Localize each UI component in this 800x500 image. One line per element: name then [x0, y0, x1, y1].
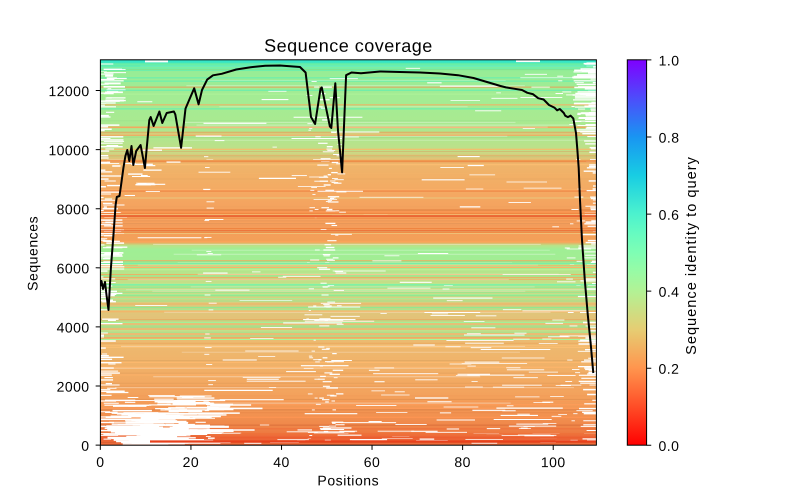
svg-text:100: 100: [541, 454, 566, 470]
svg-text:2000: 2000: [57, 379, 90, 395]
svg-text:12000: 12000: [48, 83, 89, 99]
svg-text:80: 80: [454, 454, 470, 470]
svg-text:0: 0: [81, 438, 89, 454]
svg-text:Sequence identity to query: Sequence identity to query: [684, 156, 700, 355]
svg-text:0.8: 0.8: [659, 130, 680, 146]
svg-text:Positions: Positions: [317, 472, 379, 488]
svg-text:0.6: 0.6: [659, 207, 680, 223]
svg-text:0.2: 0.2: [659, 361, 680, 377]
svg-text:6000: 6000: [57, 260, 90, 276]
svg-text:0: 0: [96, 454, 104, 470]
svg-text:Sequence coverage: Sequence coverage: [264, 36, 433, 56]
svg-text:4000: 4000: [57, 319, 90, 335]
svg-text:8000: 8000: [57, 201, 90, 217]
svg-text:1.0: 1.0: [659, 53, 680, 69]
svg-text:60: 60: [364, 454, 380, 470]
svg-text:0.0: 0.0: [659, 438, 680, 454]
svg-text:10000: 10000: [48, 142, 89, 158]
svg-text:0.4: 0.4: [659, 284, 680, 300]
svg-text:Sequences: Sequences: [24, 216, 40, 291]
svg-text:20: 20: [183, 454, 199, 470]
svg-text:40: 40: [273, 454, 289, 470]
